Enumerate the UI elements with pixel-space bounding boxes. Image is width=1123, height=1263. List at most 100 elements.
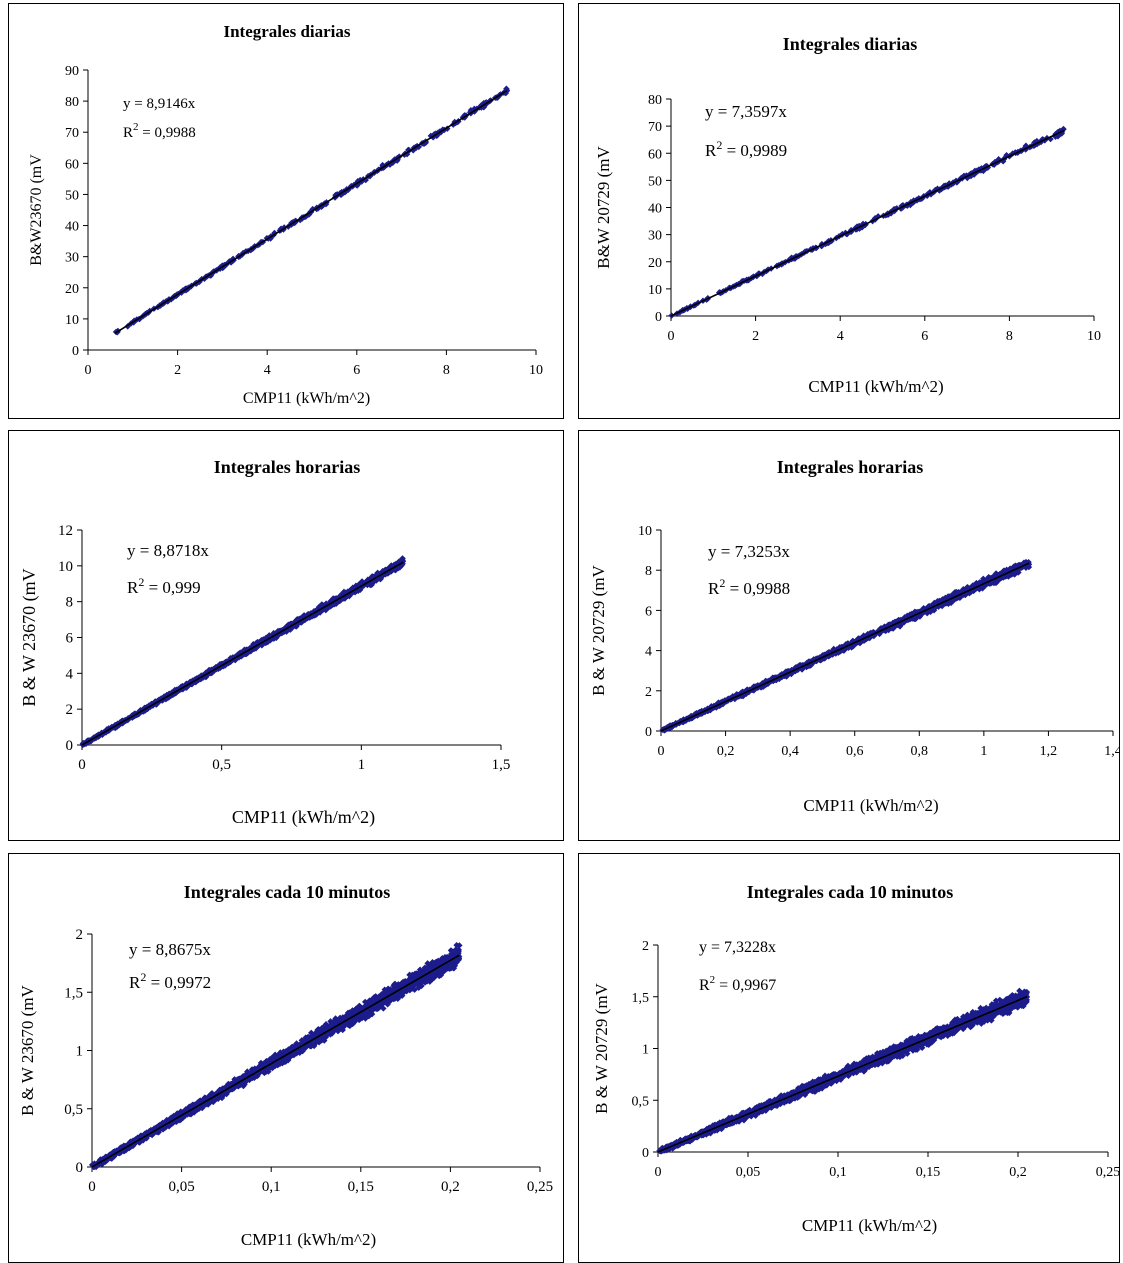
y-tick-label: 12 [58,523,73,539]
x-tick-label: 0,8 [911,744,929,759]
chart-title: Integrales horarias [777,457,923,477]
x-tick-label: 0 [78,757,86,773]
x-tick-label: 0,15 [348,1179,374,1195]
r-squared-value: = 0,9988 [139,125,196,141]
y-tick-label: 8 [66,595,74,611]
r-squared-prefix: R [127,578,139,597]
y-tick-label: 80 [648,93,662,108]
r-squared-label: R2 = 0,9989 [705,138,787,160]
x-tick-label: 0,05 [168,1179,194,1195]
y-tick-label: 50 [65,188,79,203]
x-tick-label: 8 [443,363,450,378]
y-tick-label: 0,5 [64,1102,83,1118]
y-tick-label: 70 [65,126,79,141]
x-axis-label: CMP11 (kWh/m^2) [803,796,938,815]
y-tick-label: 1,5 [64,985,83,1001]
chart-title: Integrales diarias [783,34,918,54]
chart-panel-hourly-23670: Integrales horarias 0 2 4 6 8 10 12 0 0,5 1 1,5 CMP1… [8,430,564,841]
x-tick-label: 0,1 [262,1179,281,1195]
y-tick-label: 10 [58,559,73,575]
x-tick-label: 1,4 [1104,744,1120,759]
r-squared-prefix: R [705,141,717,160]
x-tick-label: 10 [529,363,543,378]
y-tick-label: 40 [648,202,662,217]
chart-title: Integrales horarias [214,457,360,477]
y-axis-label: B&W 20729 (mV [594,146,613,269]
y-tick-label: 30 [65,251,79,266]
y-tick-label: 0 [655,310,662,325]
y-tick-label: 2 [66,702,74,718]
x-tick-label: 2 [174,363,181,378]
x-tick-label: 0 [668,329,675,344]
y-tick-label: 50 [648,174,662,189]
y-tick-label: 40 [65,220,79,235]
y-axis-label: B & W 23670 (mV [18,984,37,1115]
y-axis-label: B&W23670 (mV [28,154,45,266]
x-tick-label: 0,25 [527,1179,553,1195]
y-tick-label: 60 [648,147,662,162]
x-axis-label: CMP11 (kWh/m^2) [241,1230,376,1249]
x-tick-label: 0,4 [781,744,799,759]
x-tick-label: 6 [353,363,360,378]
x-tick-label: 1,5 [492,757,511,773]
equation-label: y = 7,3597x [705,102,787,121]
r-squared-value: = 0,9989 [722,141,787,160]
x-tick-label: 0,2 [441,1179,460,1195]
y-tick-label: 1 [76,1044,84,1060]
equation-label: y = 8,9146x [123,96,196,112]
chart-title: Integrales cada 10 minutos [184,882,391,902]
x-tick-label: 10 [1087,329,1101,344]
y-tick-label: 0 [645,725,652,740]
y-tick-label: 10 [65,313,79,328]
y-tick-label: 90 [65,64,79,79]
x-tick-label: 1,2 [1040,744,1058,759]
y-tick-label: 4 [645,645,652,660]
x-tick-label: 0 [88,1179,96,1195]
x-tick-label: 6 [921,329,928,344]
y-axis-label: B & W 23670 (mV [19,568,40,706]
x-axis-label: CMP11 (kWh/m^2) [243,390,370,407]
chart-title: Integrales diarias [223,22,350,41]
y-tick-label: 60 [65,157,79,172]
x-tick-label: 2 [752,329,759,344]
y-tick-label: 0 [66,738,74,754]
y-tick-label: 0 [72,344,79,359]
r-squared-label: R2 = 0,999 [127,575,201,597]
x-axis-label: CMP11 (kWh/m^2) [232,807,375,828]
r-squared-label: R2 = 0,9988 [123,121,196,141]
y-tick-label: 6 [66,631,74,647]
equation-label: y = 7,3253x [708,542,790,561]
y-tick-label: 2 [645,685,652,700]
y-tick-label: 8 [645,564,652,579]
y-tick-label: 6 [645,604,652,619]
x-tick-label: 4 [837,329,844,344]
x-tick-label: 0 [658,744,665,759]
scatter-chart-svg: Integrales cada 10 minutos 0 0,5 1 1,5 2 0 0,05… [9,854,564,1263]
equation-label: y = 8,8718x [127,541,209,560]
y-tick-label: 20 [65,282,79,297]
y-axis-label: B & W 20729 (mV [589,564,608,695]
r-squared-value: = 0,999 [144,578,200,597]
chart-panel-10min-23670: Integrales cada 10 minutos 0 0,5 1 1,5 2 0 0,05… [8,853,564,1263]
x-tick-label: 0,2 [717,744,735,759]
x-tick-label: 1 [358,757,366,773]
r-squared-prefix: R [123,125,133,141]
y-tick-label: 0 [76,1160,84,1176]
y-tick-label: 2 [76,927,84,943]
x-tick-label: 0,5 [212,757,231,773]
x-tick-label: 0 [85,363,92,378]
y-tick-label: 4 [66,666,74,682]
y-tick-label: 80 [65,95,79,110]
r-squared-label: R2 = 0,9988 [708,576,790,598]
y-tick-label: 10 [648,283,662,298]
r-squared-prefix: R [708,579,720,598]
y-tick-label: 20 [648,256,662,271]
scatter-chart-svg: Integrales horarias 0 2 4 6 8 10 12 0 0,5 1 1,5 CMP1… [9,431,564,841]
y-tick-label: 30 [648,229,662,244]
r-squared-value: = 0,9988 [725,579,790,598]
x-tick-label: 0,6 [846,744,864,759]
